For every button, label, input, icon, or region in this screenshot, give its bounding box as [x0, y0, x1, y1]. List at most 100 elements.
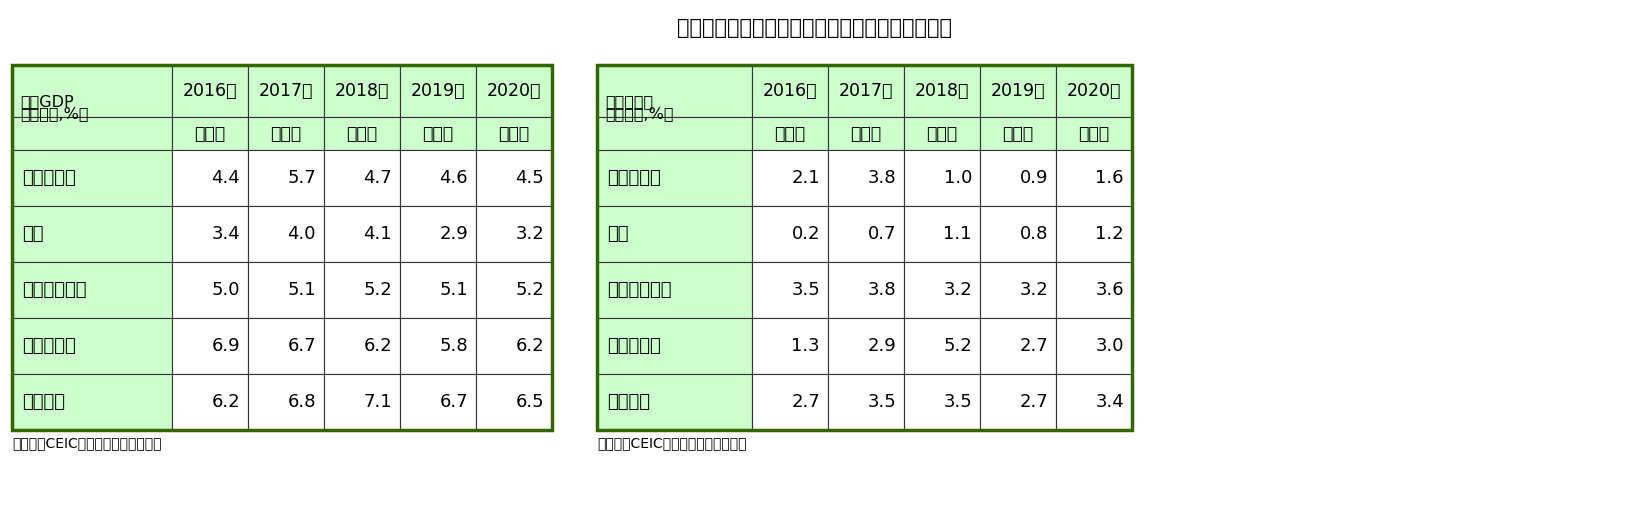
Bar: [828, 117, 903, 150]
Text: 3.5: 3.5: [791, 281, 820, 299]
Text: （実）: （実）: [926, 124, 957, 142]
Bar: [11, 206, 171, 262]
Text: 4.6: 4.6: [438, 169, 468, 187]
Bar: [751, 65, 828, 117]
Bar: [980, 117, 1055, 150]
Bar: [1055, 150, 1131, 206]
Text: タイ: タイ: [21, 225, 44, 243]
Text: 4.0: 4.0: [287, 225, 316, 243]
Text: （予）: （予）: [499, 124, 530, 142]
Bar: [248, 374, 324, 430]
Text: ベトナム: ベトナム: [21, 393, 65, 411]
Text: （実）: （実）: [194, 124, 225, 142]
Text: （予）: （予）: [1077, 124, 1108, 142]
Text: 3.5: 3.5: [942, 393, 971, 411]
Bar: [171, 318, 248, 374]
Bar: [248, 150, 324, 206]
Bar: [597, 65, 1131, 430]
Bar: [751, 206, 828, 262]
Bar: [324, 117, 399, 150]
Text: 4.1: 4.1: [363, 225, 391, 243]
Text: 2017年: 2017年: [259, 82, 313, 100]
Text: 3.0: 3.0: [1095, 337, 1123, 355]
Text: 3.2: 3.2: [1019, 281, 1048, 299]
Text: マレーシア: マレーシア: [21, 169, 75, 187]
Bar: [597, 65, 751, 117]
Text: 2019年: 2019年: [411, 82, 465, 100]
Text: 2016年: 2016年: [763, 82, 817, 100]
Text: 5.7: 5.7: [287, 169, 316, 187]
Bar: [597, 318, 751, 374]
Bar: [828, 206, 903, 262]
Bar: [171, 65, 248, 117]
Bar: [1055, 262, 1131, 318]
Bar: [476, 117, 551, 150]
Text: （実）: （実）: [849, 124, 882, 142]
Text: 1.6: 1.6: [1095, 169, 1123, 187]
Bar: [828, 374, 903, 430]
Bar: [1055, 65, 1131, 117]
Text: 5.1: 5.1: [287, 281, 316, 299]
Bar: [751, 262, 828, 318]
Text: （資料）CEIC、ニッセイ基礎研究所: （資料）CEIC、ニッセイ基礎研究所: [597, 436, 747, 450]
Bar: [903, 150, 980, 206]
Text: 0.9: 0.9: [1019, 169, 1048, 187]
Bar: [1055, 374, 1131, 430]
Text: 2.9: 2.9: [867, 337, 895, 355]
Bar: [903, 65, 980, 117]
Text: 6.9: 6.9: [212, 337, 240, 355]
Text: 2016年: 2016年: [183, 82, 236, 100]
Bar: [597, 262, 751, 318]
Text: 2.7: 2.7: [1019, 337, 1048, 355]
Text: 6.2: 6.2: [212, 393, 240, 411]
Bar: [399, 117, 476, 150]
Text: 1.3: 1.3: [791, 337, 820, 355]
Bar: [597, 206, 751, 262]
Bar: [903, 206, 980, 262]
Bar: [248, 318, 324, 374]
Bar: [828, 65, 903, 117]
Text: 4.5: 4.5: [515, 169, 544, 187]
Text: 2019年: 2019年: [989, 82, 1045, 100]
Text: （実）: （実）: [346, 124, 377, 142]
Text: 1.2: 1.2: [1095, 225, 1123, 243]
Bar: [980, 318, 1055, 374]
Text: インドネシア: インドネシア: [606, 281, 672, 299]
Text: 3.4: 3.4: [212, 225, 240, 243]
Bar: [980, 262, 1055, 318]
Bar: [751, 318, 828, 374]
Text: 1.1: 1.1: [942, 225, 971, 243]
Text: 1.0: 1.0: [944, 169, 971, 187]
Bar: [11, 65, 551, 430]
Text: 6.8: 6.8: [287, 393, 316, 411]
Text: （資料）CEIC、ニッセイ基礎研究所: （資料）CEIC、ニッセイ基礎研究所: [11, 436, 161, 450]
Bar: [399, 206, 476, 262]
Bar: [1055, 117, 1131, 150]
Text: 6.7: 6.7: [438, 393, 468, 411]
Bar: [751, 117, 828, 150]
Text: 2.7: 2.7: [791, 393, 820, 411]
Bar: [171, 150, 248, 206]
Bar: [476, 374, 551, 430]
Bar: [11, 65, 171, 117]
Text: （実）: （実）: [271, 124, 302, 142]
Text: 東南アジア５カ国の成長率とインフレ率の見通し: 東南アジア５カ国の成長率とインフレ率の見通し: [676, 18, 952, 38]
Bar: [324, 374, 399, 430]
Text: 2020年: 2020年: [1066, 82, 1120, 100]
Bar: [324, 150, 399, 206]
Text: 0.2: 0.2: [791, 225, 820, 243]
Bar: [597, 374, 751, 430]
Text: 3.4: 3.4: [1095, 393, 1123, 411]
Text: （前年比,%）: （前年比,%）: [20, 106, 88, 121]
Text: 6.2: 6.2: [515, 337, 544, 355]
Bar: [11, 150, 171, 206]
Bar: [903, 318, 980, 374]
Text: 3.6: 3.6: [1095, 281, 1123, 299]
Bar: [980, 374, 1055, 430]
Bar: [171, 206, 248, 262]
Text: タイ: タイ: [606, 225, 628, 243]
Text: 2017年: 2017年: [838, 82, 893, 100]
Text: ベトナム: ベトナム: [606, 393, 650, 411]
Text: 2.7: 2.7: [1019, 393, 1048, 411]
Text: マレーシア: マレーシア: [606, 169, 660, 187]
